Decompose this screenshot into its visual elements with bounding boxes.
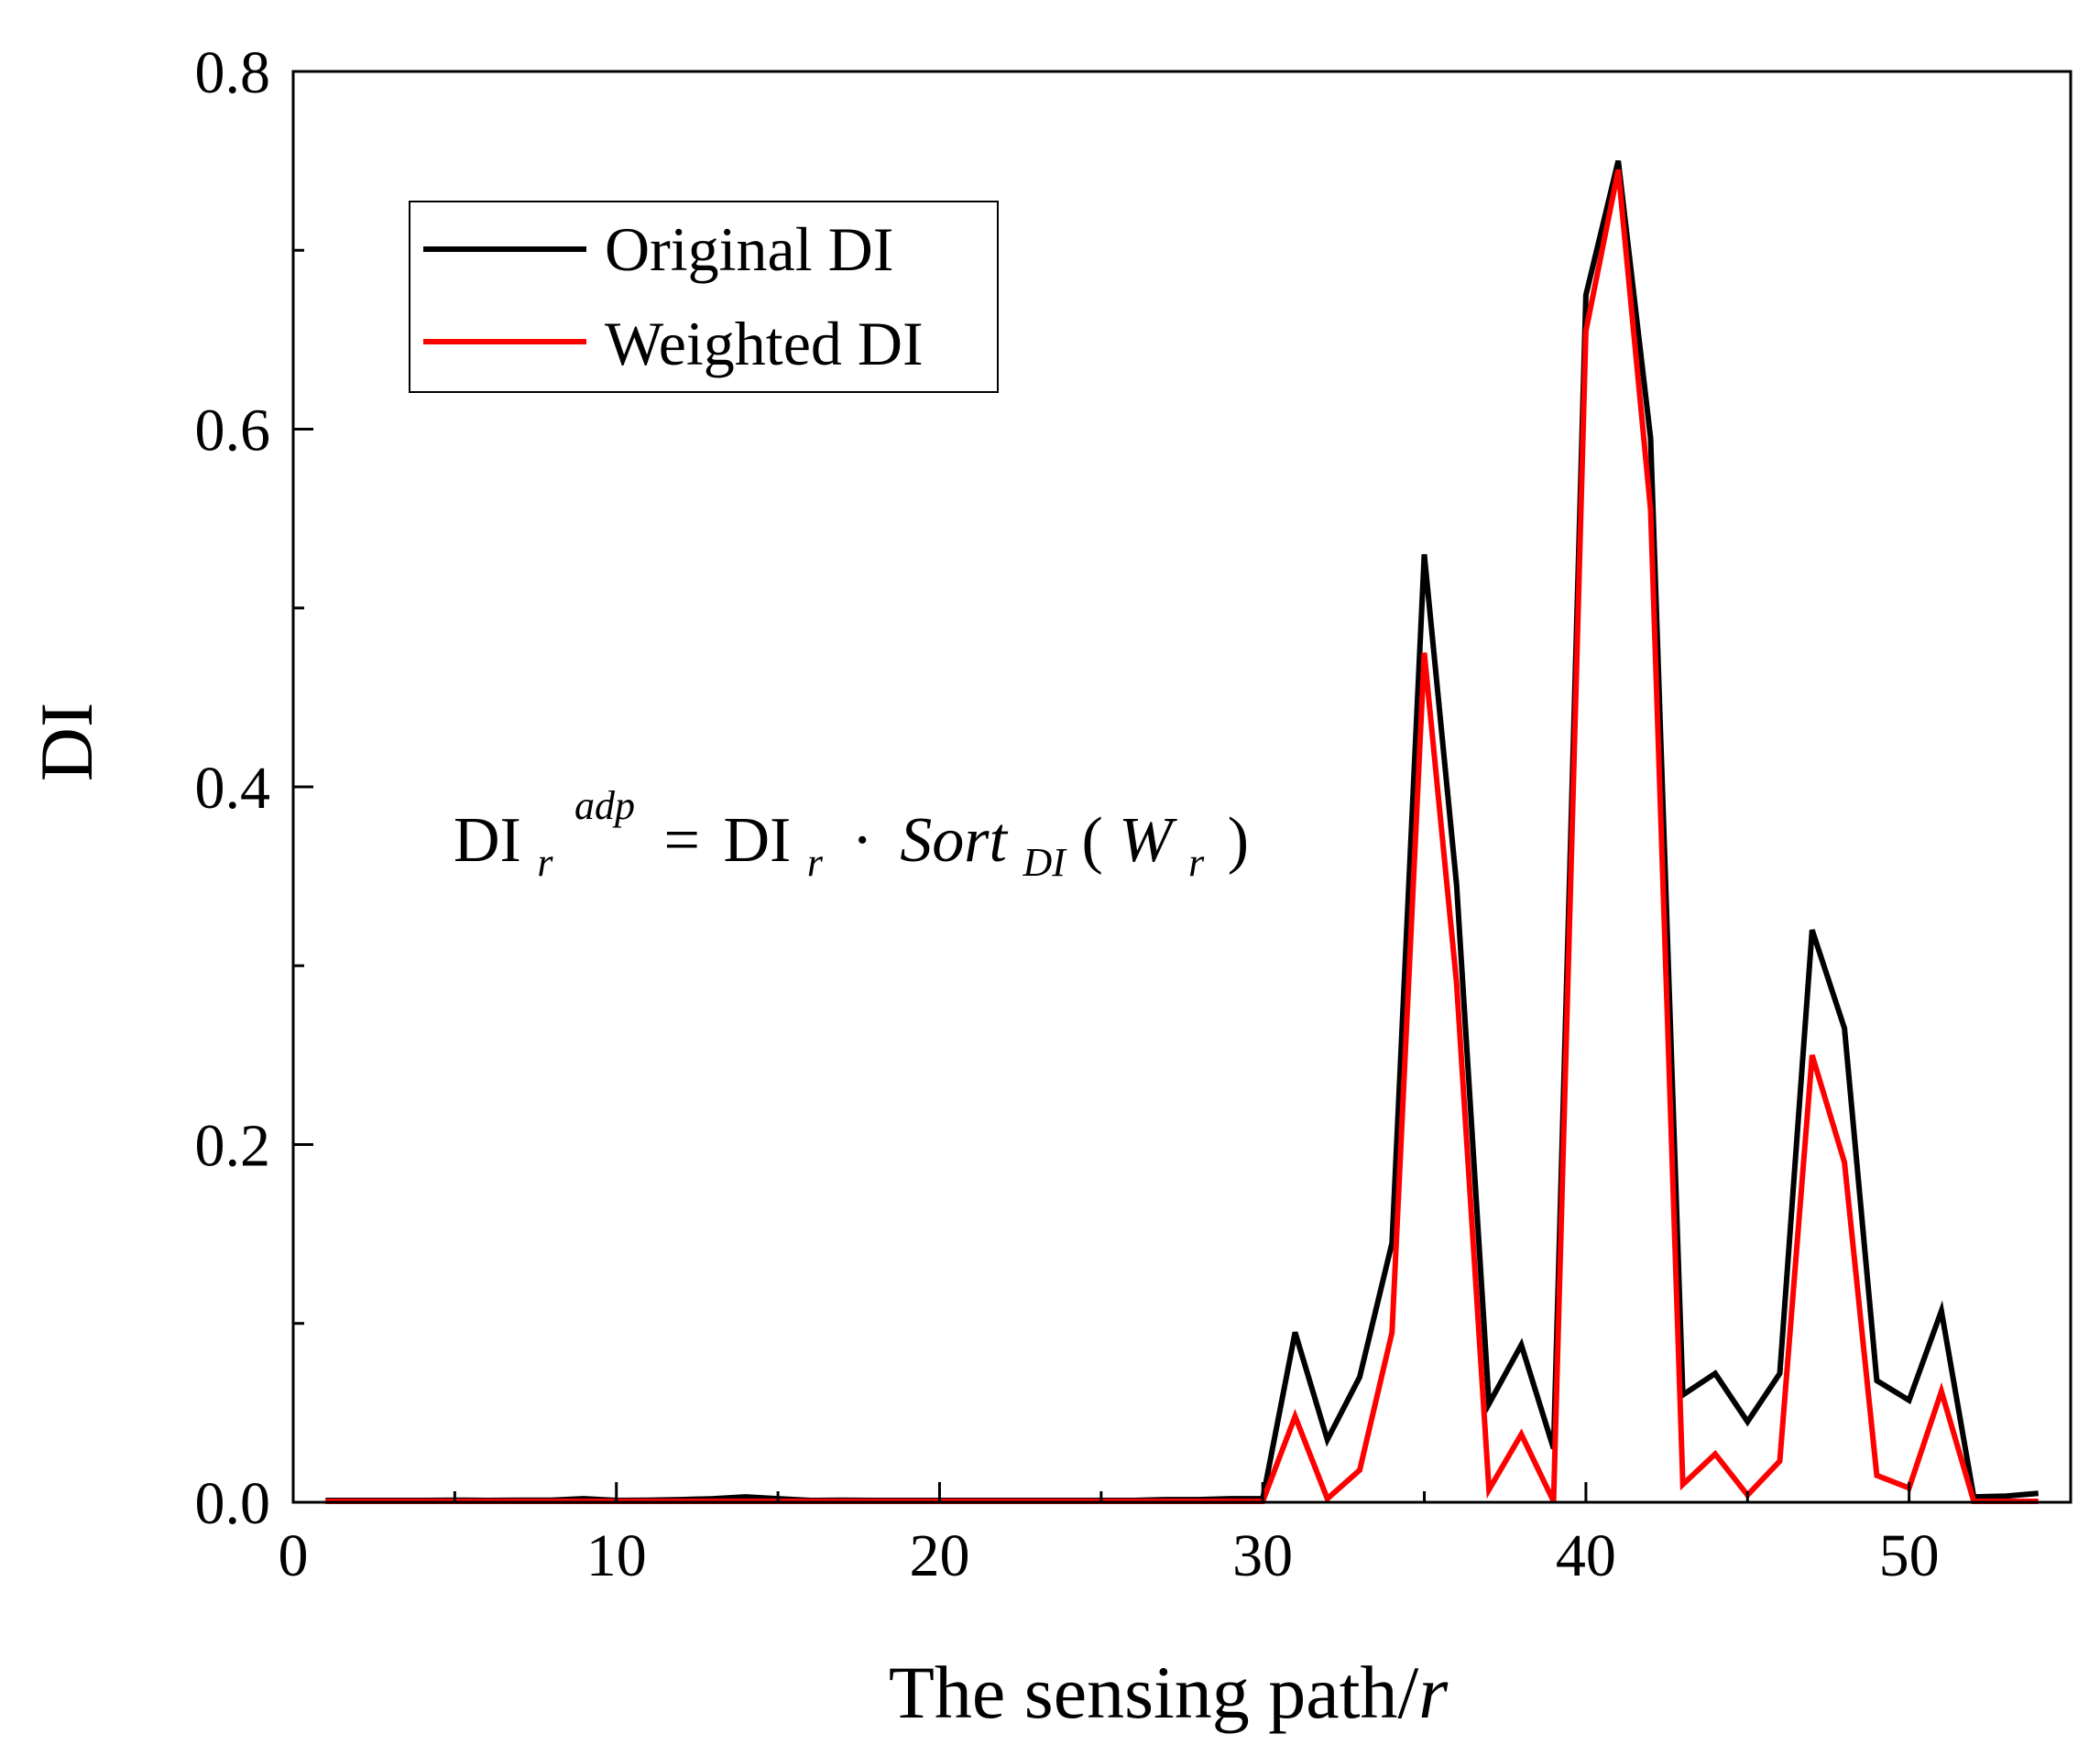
y-tick-label: 0.2 xyxy=(195,1113,271,1180)
formula-arg: W xyxy=(1119,805,1177,876)
formula-arg-close: ) xyxy=(1228,805,1249,876)
formula-equals: = xyxy=(664,805,700,876)
legend: Original DI Weighted DI xyxy=(409,201,999,393)
x-tick-label: 50 xyxy=(1879,1522,1940,1589)
x-tick-label: 30 xyxy=(1232,1522,1293,1589)
formula-func: Sort xyxy=(900,805,1008,876)
ticks: 0 10 20 30 40 50 0.0 0.2 0.4 0.6 0.8 xyxy=(195,39,1940,1589)
y-tick-label: 0.6 xyxy=(195,398,271,464)
x-tick-label: 20 xyxy=(909,1522,969,1589)
formula-lhs-sub: r xyxy=(537,840,553,885)
y-axis-title: DI xyxy=(25,703,108,782)
y-tick-label: 0.4 xyxy=(195,755,271,822)
formula-func-sub: DI xyxy=(1023,840,1068,885)
formula-lhs-base: DI xyxy=(454,805,521,876)
formula-annotation: DI r adp = DI r · Sort DI ( W r ) xyxy=(454,763,1249,890)
x-tick-label: 10 xyxy=(586,1522,647,1589)
x-axis-title: The sensing path/r xyxy=(889,1651,1449,1734)
legend-label-original: Original DI xyxy=(605,214,893,284)
x-axis-title-var: r xyxy=(1418,1651,1449,1734)
formula-lhs-sup: adp xyxy=(574,783,635,828)
formula-arg-sub: r xyxy=(1188,840,1205,885)
y-tick-label: 0.8 xyxy=(195,39,271,106)
formula-arg-open: ( xyxy=(1081,805,1102,876)
y-tick-label: 0.0 xyxy=(195,1470,271,1537)
x-tick-label: 0 xyxy=(279,1522,309,1589)
x-axis-title-text: The sensing path/ xyxy=(889,1651,1419,1734)
formula-rhs-base: DI xyxy=(723,805,791,876)
formula-rhs-sub: r xyxy=(807,840,824,885)
x-tick-label: 40 xyxy=(1556,1522,1616,1589)
legend-box xyxy=(409,201,999,393)
formula-dot: · xyxy=(851,805,872,876)
legend-label-weighted: Weighted DI xyxy=(605,309,924,378)
